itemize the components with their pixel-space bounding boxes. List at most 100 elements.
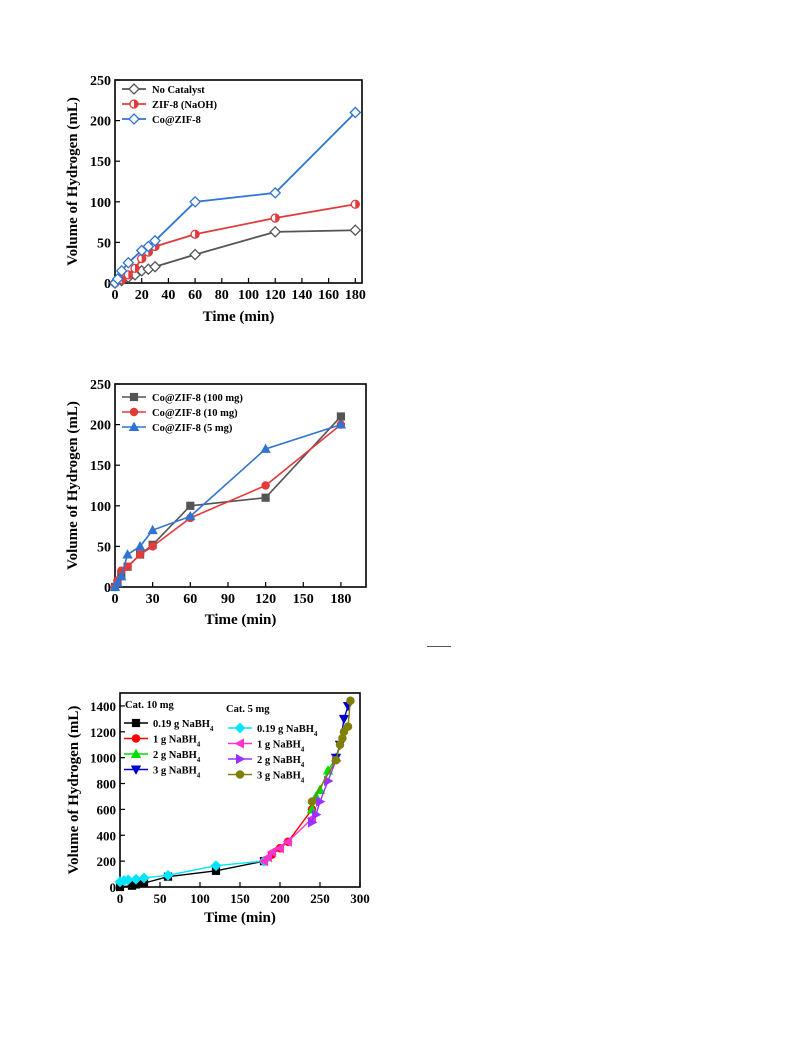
legend-marker	[128, 83, 140, 95]
legend-marker	[128, 421, 140, 431]
legend-label: No Catalyst	[152, 85, 205, 96]
legend-label: ZIF-8 (NaOH)	[152, 100, 218, 111]
data-point	[149, 260, 161, 273]
series-4	[114, 855, 270, 888]
series-line	[114, 229, 356, 284]
y-tick-label: 400	[97, 828, 117, 843]
separator-line	[427, 646, 451, 647]
y-tick-label: 150	[90, 155, 111, 170]
data-point-half	[275, 214, 280, 223]
data-point-half	[121, 275, 126, 284]
legend-marker	[128, 113, 140, 125]
data-point	[307, 797, 317, 806]
x-axis-label: Time (min)	[204, 910, 276, 926]
data-point	[343, 722, 353, 731]
legend-marker	[130, 765, 142, 775]
x-tick-label: 90	[221, 592, 235, 607]
legend-marker	[131, 718, 141, 728]
data-point-half	[355, 200, 360, 209]
data-point	[210, 860, 222, 872]
legend-marker-half	[134, 100, 138, 108]
x-tick-label: 100	[238, 288, 259, 303]
data-point	[331, 756, 341, 765]
series-line	[114, 423, 342, 588]
data-point	[316, 796, 326, 807]
legend-marker	[234, 722, 246, 734]
data-point	[336, 412, 345, 421]
data-point	[312, 809, 322, 820]
data-point	[185, 511, 196, 521]
legend-group-title: Cat. 10 mg	[125, 700, 174, 711]
x-tick-label: 150	[230, 891, 250, 906]
legend-label: Co@ZIF-8 (5 mg)	[152, 423, 233, 434]
data-point	[147, 524, 158, 535]
y-tick-label: 1000	[90, 751, 116, 766]
data-point	[111, 273, 124, 285]
x-axis-label: Time (min)	[203, 309, 275, 325]
data-point	[189, 248, 202, 261]
x-tick-label: 250	[310, 891, 330, 906]
x-tick-label: 200	[270, 891, 290, 906]
x-tick-label: 120	[255, 592, 276, 607]
data-point	[308, 817, 318, 828]
plot-frame	[114, 383, 367, 588]
data-point	[282, 836, 292, 847]
data-point	[186, 501, 195, 510]
data-point	[262, 852, 272, 863]
series-line	[114, 111, 356, 284]
data-point	[269, 186, 282, 199]
y-tick-label: 0	[104, 581, 111, 596]
data-point	[115, 264, 128, 277]
x-tick-label: 180	[345, 288, 366, 303]
legend-marker	[129, 407, 139, 417]
y-tick-label: 200	[97, 854, 117, 869]
y-tick-label: 50	[97, 236, 111, 251]
legend-label: 1 g NaBH4	[153, 735, 201, 749]
data-point	[149, 234, 161, 247]
data-point	[137, 253, 147, 264]
data-point	[130, 263, 140, 274]
x-tick-label: 60	[188, 288, 202, 303]
data-point	[266, 846, 276, 858]
x-tick-label: 150	[293, 592, 314, 607]
data-point-half	[141, 254, 146, 263]
data-point	[335, 419, 347, 429]
legend-group-title: Cat. 5 mg	[226, 704, 270, 715]
series-7	[307, 696, 355, 806]
series-5	[258, 813, 316, 867]
data-point	[270, 213, 280, 223]
y-tick-label: 200	[90, 115, 111, 130]
y-tick-label: 800	[97, 777, 117, 792]
data-point	[142, 240, 155, 253]
y-tick-label: 250	[90, 74, 111, 89]
y-tick-label: 100	[90, 196, 111, 211]
y-axis-label: Volume of Hydrogen (mL)	[65, 97, 81, 266]
y-tick-label: 250	[90, 378, 111, 393]
data-point	[261, 481, 270, 490]
data-point	[338, 714, 350, 725]
data-point-half	[135, 264, 140, 273]
data-point	[349, 106, 362, 119]
series-1	[110, 420, 346, 592]
y-tick-label: 150	[90, 459, 111, 474]
legend-label: 0.19 g NaBH4	[153, 719, 214, 733]
y-tick-label: 100	[90, 500, 111, 515]
legend-marker	[129, 99, 139, 109]
data-point	[122, 874, 134, 886]
legend-label: 2 g NaBH4	[257, 755, 305, 769]
data-point	[122, 549, 133, 559]
y-axis-label: Volume of Hydrogen (mL)	[65, 401, 81, 570]
data-point	[135, 550, 145, 559]
data-point	[346, 696, 355, 706]
x-tick-label: 120	[265, 288, 286, 303]
y-tick-label: 1400	[90, 699, 116, 714]
data-point	[269, 225, 282, 238]
data-point	[138, 872, 150, 884]
legend-label: 3 g NaBH4	[257, 771, 305, 785]
chart-no-catalyst-vs-zif8: 0 20 40 60 80 100 120 140 160 180 0 50 100 150 200 250 T…	[65, 74, 366, 325]
data-point	[148, 542, 157, 551]
legend-label: 0.19 g NaBH4	[257, 724, 318, 738]
data-point-half	[195, 230, 200, 239]
legend-label: 2 g NaBH4	[153, 750, 201, 764]
